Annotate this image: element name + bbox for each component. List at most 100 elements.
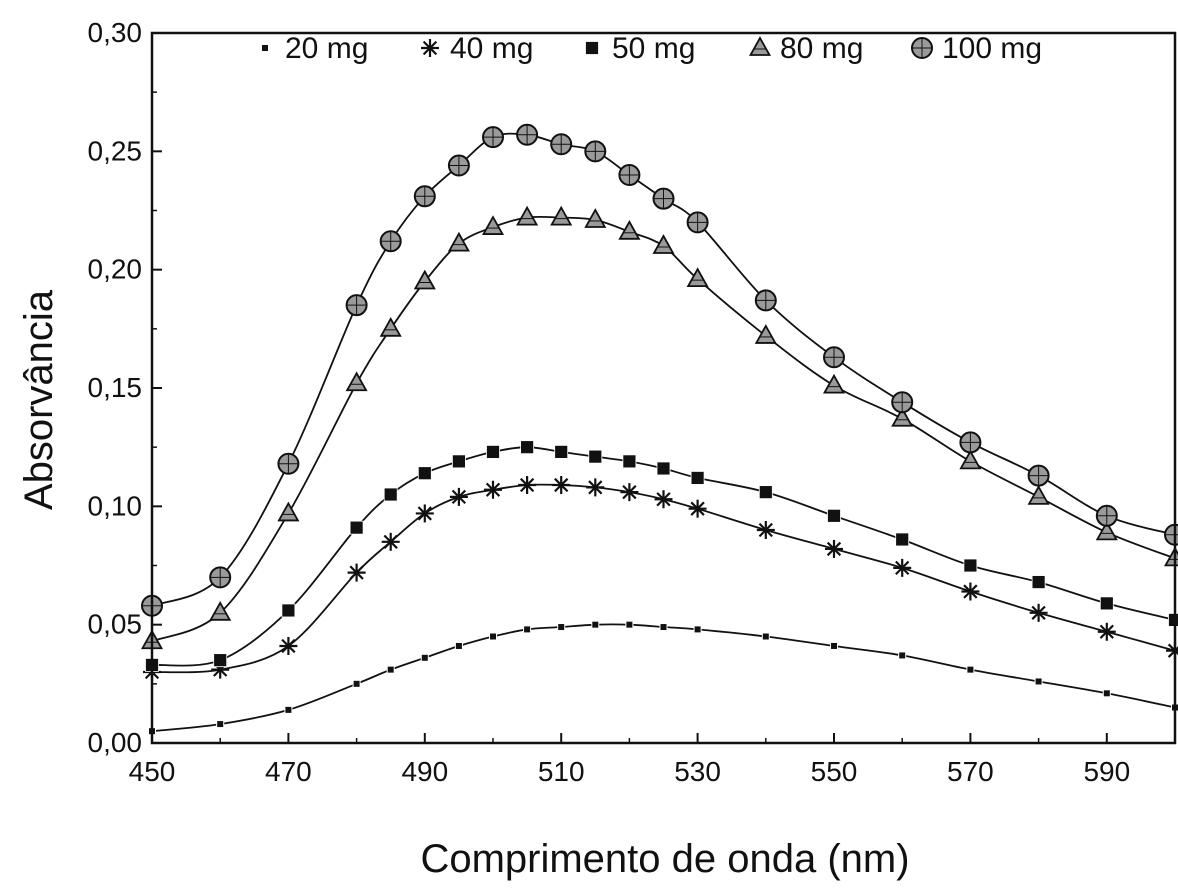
data-point-s3-16 [891,406,914,427]
data-point-s2-1 [213,653,228,668]
legend-item: 20 mg [261,32,368,65]
y-tick-label: 0,30 [88,17,143,48]
data-point-s0-7 [489,632,497,641]
data-point-s2-19 [1099,596,1114,611]
data-point-s0-5 [420,653,429,662]
data-point-s1-9 [552,476,571,495]
x-axis-label: Comprimento de onda (nm) [420,837,909,881]
legend-marker-0 [261,44,269,52]
x-tick-label: 470 [265,756,312,787]
legend-label: 50 mg [612,32,695,65]
data-point-s1-17 [961,582,980,601]
data-point-s0-6 [454,641,463,650]
data-point-s0-15 [830,641,838,650]
data-point-s0-18 [1034,677,1043,686]
data-point-s0-14 [761,632,770,641]
data-point-s0-2 [284,705,293,714]
data-point-s4-5 [413,185,436,208]
series-line-0 [151,623,1176,733]
data-point-s1-5 [415,504,434,523]
data-point-s4-6 [447,154,470,177]
data-point-s3-13 [686,267,709,288]
data-point-s1-19 [1097,622,1116,641]
data-point-s0-13 [693,625,702,634]
data-point-s1-10 [586,478,605,497]
axis-ticks [151,32,1108,744]
data-point-s4-3 [345,294,368,317]
data-point-s3-19 [1095,520,1118,541]
data-point-s3-14 [754,324,777,344]
data-point-s4-14 [754,289,777,312]
y-tick-label: 0,25 [88,135,143,166]
data-point-s0-3 [352,679,361,688]
data-point-s2-12 [656,461,671,476]
data-point-s3-4 [379,316,402,337]
data-point-s1-7 [484,480,502,499]
y-tick-label: 0,05 [88,609,143,640]
data-point-s4-9 [550,133,573,156]
data-point-s4-17 [959,431,982,454]
data-point-s3-17 [959,449,982,470]
data-point-s0-1 [216,720,225,729]
data-point-s3-9 [550,205,573,226]
data-point-s1-18 [1029,603,1048,622]
data-point-s2-3 [349,520,364,535]
data-point-s3-2 [277,501,300,522]
data-point-s1-8 [518,476,537,495]
data-point-s1-6 [449,487,468,506]
legend-label: 40 mg [450,32,533,65]
legend-item: 40 mg [421,32,533,65]
data-point-s0-17 [966,665,975,674]
data-point-s2-17 [963,558,978,573]
data-point-s3-1 [209,600,232,621]
data-point-s1-12 [654,490,673,509]
data-point-s4-15 [823,346,845,369]
data-point-s1-16 [893,558,912,577]
data-point-s3-18 [1027,485,1050,505]
data-point-s3-11 [618,219,641,240]
y-tick-label: 0,10 [88,490,143,521]
data-point-s4-19 [1095,504,1118,527]
data-point-s4-8 [516,123,539,146]
data-point-s2-20 [1168,613,1178,627]
data-point-s2-10 [588,449,603,464]
x-tick-label: 490 [401,756,448,787]
x-tick-label: 550 [811,756,858,787]
axis-tick-labels: 450 470 490 510 530 550 570 590 0,00 0,05 0,10 0,15… [88,17,1131,787]
legend-marker-4 [911,37,933,59]
legend-label: 20 mg [285,32,368,65]
data-point-s1-14 [756,521,775,539]
legend-item: 80 mg [748,32,863,65]
y-axis-label: Absorvância [17,289,61,510]
data-point-s4-1 [209,566,232,589]
data-point-s1-2 [279,636,298,655]
legend-item: 100 mg [911,32,1042,65]
data-point-s1-3 [347,563,366,582]
data-point-s0-11 [625,620,634,629]
data-point-s2-18 [1031,575,1046,589]
data-point-s2-16 [895,532,910,547]
data-point-s4-4 [379,230,402,253]
data-point-s4-12 [652,187,675,210]
data-point-s2-14 [758,485,773,500]
data-point-s2-4 [383,487,398,502]
data-point-s3-12 [652,234,675,254]
legend-label: 80 mg [780,32,863,65]
data-point-s2-2 [281,603,296,618]
data-point-s4-10 [584,140,607,163]
data-point-s2-6 [451,454,466,469]
plot-frame [150,31,1177,745]
data-point-s3-3 [345,371,368,392]
legend-marker-1 [421,39,439,57]
data-point-s3-6 [447,231,470,252]
data-point-s4-18 [1027,464,1050,487]
data-point-s0-12 [659,623,668,632]
legend: 20 mg 40 mg 50 mg 80 mg 100 mg [261,32,1042,65]
legend-label: 100 mg [942,32,1042,65]
data-point-s0-19 [1102,689,1111,698]
data-point-s2-13 [690,471,705,485]
x-tick-label: 590 [1083,756,1130,787]
y-tick-label: 0,00 [88,727,143,758]
y-tick-label: 0,15 [88,372,143,403]
